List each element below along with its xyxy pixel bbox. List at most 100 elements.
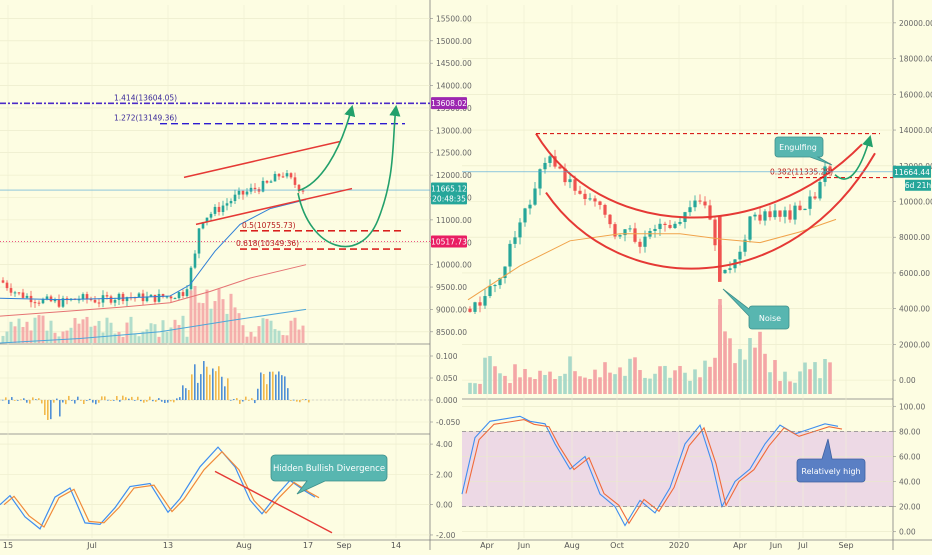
left-candle-body xyxy=(213,206,217,214)
left-oscillator-y-axis-tick-label: 2.00 xyxy=(436,470,453,479)
histogram-bar xyxy=(128,398,130,400)
left-volume-bar xyxy=(209,308,213,343)
left-volume-bar xyxy=(117,331,121,343)
left-volume-bar xyxy=(65,330,69,343)
right-candle-body xyxy=(573,179,577,191)
left-candle-body xyxy=(1,280,5,283)
right-volume-bar xyxy=(678,365,682,394)
right-stochastic-y-axis-tick-label: 0.00 xyxy=(899,528,916,537)
histogram-bar xyxy=(8,400,10,404)
right-candle-body xyxy=(778,210,782,217)
histogram-bar xyxy=(188,390,190,400)
right-candle-body xyxy=(748,216,752,240)
histogram-bar xyxy=(305,399,307,400)
histogram-bar xyxy=(179,397,181,400)
left-volume-bar xyxy=(5,331,9,343)
left-volume-bar xyxy=(249,331,253,343)
right-candle-body xyxy=(638,241,642,247)
left-price-y-axis-tick-label: 13000.00 xyxy=(436,126,472,135)
right-volume-bar xyxy=(603,362,607,394)
right-x-tick-label: Apr xyxy=(733,541,748,550)
right-volume-bar xyxy=(823,359,827,394)
histogram-bar xyxy=(275,374,277,400)
right-volume-bar xyxy=(668,377,672,394)
right-volume-bar xyxy=(708,366,712,394)
left-candle-body xyxy=(181,292,185,296)
right-volume-bar xyxy=(538,370,542,394)
engulfing-callout-label: Engulfing xyxy=(779,143,817,152)
right-candle-body xyxy=(588,198,592,200)
right-volume-bar xyxy=(483,357,487,394)
histogram-bar xyxy=(83,400,85,405)
relatively-high-callout-box xyxy=(796,438,866,483)
right-volume-bar xyxy=(578,376,582,394)
left-volume-bar xyxy=(289,320,293,343)
left-volume-bar xyxy=(29,330,33,343)
left-candle-body xyxy=(109,296,113,303)
left-x-tick-label: Jul xyxy=(86,541,97,550)
left-price-y-axis-tick-label: 12000.00 xyxy=(436,171,472,180)
left-volume-bar xyxy=(225,313,229,343)
price-badge xyxy=(431,182,467,195)
left-candle-body xyxy=(9,288,13,293)
right-candle-body xyxy=(518,222,522,238)
right-candle-body xyxy=(538,169,542,189)
right-price-y-axis-tick-label: 2000.00 xyxy=(899,340,930,349)
right-candle-body xyxy=(788,210,792,220)
right-x-tick-label: Jun xyxy=(517,541,531,550)
left-candle-body xyxy=(285,173,289,177)
right-volume-bar xyxy=(693,369,697,394)
left-candle-body xyxy=(245,191,249,195)
left-candle-body xyxy=(85,294,89,300)
right-candle-body xyxy=(718,215,722,282)
left-volume-bar xyxy=(245,336,249,343)
left-candle-body xyxy=(277,173,281,177)
right-price-y-axis-tick-label: 16000.00 xyxy=(899,90,932,99)
histogram-bar xyxy=(224,386,226,400)
right-stochastic-y-axis-tick-label: 20.00 xyxy=(899,503,921,512)
left-histogram-y-axis-tick-label: 0.100 xyxy=(436,352,458,361)
right-volume-bar xyxy=(718,305,722,381)
left-candle-body xyxy=(161,293,165,297)
left-candle-body xyxy=(113,299,117,303)
fib-level-label: 1.414(13604.05) xyxy=(114,93,177,102)
right-candle-body xyxy=(728,268,732,270)
left-volume-bar xyxy=(85,316,89,343)
left-candle-body xyxy=(49,296,53,302)
price-badge-label: 20:48:35 xyxy=(432,194,466,203)
cup-upper-curve xyxy=(535,133,863,219)
histogram-bar xyxy=(263,374,265,400)
right-volume-bar xyxy=(623,375,627,394)
right-candle-body xyxy=(663,223,667,225)
histogram-bar xyxy=(206,366,208,400)
left-volume-bar xyxy=(105,317,109,343)
right-volume-bar xyxy=(688,380,692,394)
left-volume-bar xyxy=(185,336,189,343)
right-candle-body xyxy=(803,208,807,211)
left-price-y-axis-tick-label: 15000.00 xyxy=(436,37,472,46)
left-volume-bar xyxy=(273,329,277,343)
left-candle-body xyxy=(177,292,181,299)
right-volume-bar xyxy=(543,374,547,394)
right-volume-bar xyxy=(468,382,472,394)
histogram-bar xyxy=(284,376,286,400)
histogram-bar xyxy=(182,385,184,400)
histogram-bar xyxy=(164,400,166,404)
left-volume-bar xyxy=(157,336,161,343)
histogram-bar xyxy=(209,374,211,400)
histogram-bar xyxy=(158,398,160,400)
histogram-bar xyxy=(59,400,61,417)
right-volume-bar xyxy=(763,353,767,394)
left-volume-bar xyxy=(101,332,105,343)
right-candle-body xyxy=(693,200,697,208)
price-badge-label: 13608.02 xyxy=(431,99,467,108)
right-volume-bar xyxy=(658,366,662,394)
histogram-bar xyxy=(110,400,112,401)
left-candle-body xyxy=(241,190,245,195)
left-volume-bar xyxy=(13,326,17,343)
right-candle-body xyxy=(793,205,797,220)
left-price-y-axis-tick-label: 11000.00 xyxy=(436,216,472,225)
left-volume-bar xyxy=(137,336,141,343)
right-candle-body xyxy=(818,181,822,199)
